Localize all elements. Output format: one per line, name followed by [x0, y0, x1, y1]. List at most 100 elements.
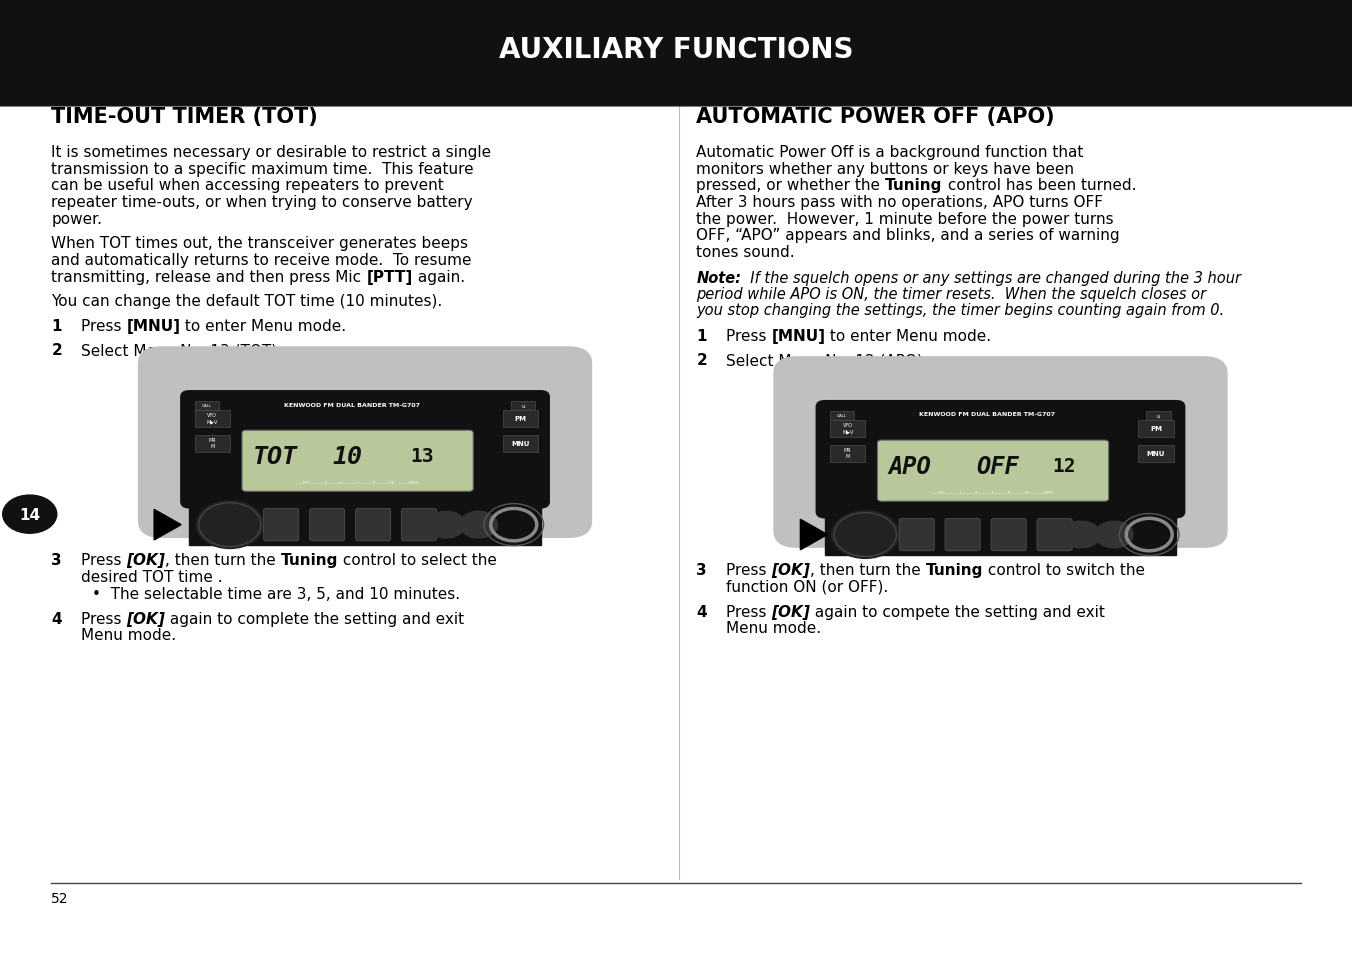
Text: You can change the default TOT time (10 minutes).: You can change the default TOT time (10 … — [51, 294, 442, 309]
Text: AUTOMATIC POWER OFF (APO): AUTOMATIC POWER OFF (APO) — [696, 107, 1055, 127]
Text: [MNU]: [MNU] — [127, 318, 181, 334]
FancyBboxPatch shape — [945, 518, 980, 551]
Text: , then turn the: , then turn the — [810, 562, 926, 578]
Text: 1: 1 — [51, 318, 62, 334]
Text: [OK]: [OK] — [772, 604, 810, 619]
Text: control to select the: control to select the — [338, 553, 498, 568]
Bar — [1138, 445, 1174, 462]
Text: Menu mode.: Menu mode. — [81, 627, 176, 642]
Text: 3: 3 — [51, 553, 62, 568]
Text: Automatic Power Off is a background function that: Automatic Power Off is a background func… — [696, 145, 1084, 160]
FancyBboxPatch shape — [991, 518, 1026, 551]
Text: , then turn the: , then turn the — [165, 553, 281, 568]
Text: 52: 52 — [51, 891, 69, 905]
Text: APO: APO — [888, 455, 932, 478]
FancyBboxPatch shape — [899, 518, 934, 551]
Text: repeater time-outs, or when trying to conserve battery: repeater time-outs, or when trying to co… — [51, 194, 473, 210]
Bar — [189, 505, 541, 545]
Text: transmitting, release and then press Mic: transmitting, release and then press Mic — [51, 269, 366, 284]
Text: MR
M: MR M — [844, 448, 852, 458]
Text: Press: Press — [81, 553, 127, 568]
Text: AUXILIARY FUNCTIONS: AUXILIARY FUNCTIONS — [499, 35, 853, 64]
FancyBboxPatch shape — [877, 440, 1109, 501]
Circle shape — [1063, 521, 1101, 548]
Bar — [503, 411, 538, 428]
Text: tones sound.: tones sound. — [696, 245, 795, 260]
Text: power.: power. — [51, 212, 103, 227]
Circle shape — [427, 512, 465, 538]
Text: 4: 4 — [51, 611, 62, 626]
FancyBboxPatch shape — [356, 509, 391, 541]
Text: If the squelch opens or any settings are changed during the 3 hour: If the squelch opens or any settings are… — [741, 271, 1241, 286]
Text: ∿Dual: ∿Dual — [1149, 412, 1169, 417]
FancyBboxPatch shape — [402, 509, 437, 541]
Text: Note:: Note: — [696, 271, 741, 286]
Text: MNU: MNU — [511, 440, 530, 446]
Text: period while APO is ON, the timer resets.  When the squelch closes or: period while APO is ON, the timer resets… — [696, 287, 1206, 302]
Bar — [830, 445, 865, 462]
Bar — [20, 92, 1332, 100]
Text: 3: 3 — [696, 562, 707, 578]
Text: Select Menu No. 13 (TOT).: Select Menu No. 13 (TOT). — [81, 343, 283, 358]
FancyBboxPatch shape — [773, 356, 1228, 548]
Text: [MNU]: [MNU] — [772, 328, 826, 343]
FancyBboxPatch shape — [264, 509, 299, 541]
Text: 2: 2 — [51, 343, 62, 358]
Text: [OK]: [OK] — [127, 553, 165, 568]
Text: ∿Dual: ∿Dual — [514, 402, 534, 407]
Text: again to complete the setting and exit: again to complete the setting and exit — [165, 611, 465, 626]
Text: ——ESC————1————5————7————8————OK————OVER: ——ESC————1————5————7————8————OK————OVER — [932, 490, 1055, 494]
Text: After 3 hours pass with no operations, APO turns OFF: After 3 hours pass with no operations, A… — [696, 194, 1103, 210]
Bar — [0, 0, 1352, 48]
Bar — [825, 515, 1176, 555]
Circle shape — [460, 512, 498, 538]
Text: transmission to a specific maximum time.  This feature: transmission to a specific maximum time.… — [51, 162, 475, 176]
FancyBboxPatch shape — [242, 431, 473, 492]
Text: pressed, or whether the: pressed, or whether the — [696, 178, 886, 193]
Text: OFF, “APO” appears and blinks, and a series of warning: OFF, “APO” appears and blinks, and a ser… — [696, 228, 1119, 243]
Text: Select Menu No. 12 (APO).: Select Menu No. 12 (APO). — [726, 353, 927, 368]
Circle shape — [3, 496, 57, 534]
Text: the power.  However, 1 minute before the power turns: the power. However, 1 minute before the … — [696, 212, 1114, 227]
Text: When TOT times out, the transceiver generates beeps: When TOT times out, the transceiver gene… — [51, 235, 468, 251]
Text: 12: 12 — [1052, 456, 1076, 476]
Text: Press: Press — [726, 604, 772, 619]
Text: 13: 13 — [410, 447, 434, 466]
Bar — [503, 436, 538, 453]
Text: 10: 10 — [333, 444, 362, 469]
Bar — [195, 411, 230, 428]
FancyBboxPatch shape — [310, 509, 345, 541]
Text: can be useful when accessing repeaters to prevent: can be useful when accessing repeaters t… — [51, 178, 443, 193]
Text: Press: Press — [726, 328, 772, 343]
Circle shape — [831, 511, 899, 558]
Bar — [830, 411, 854, 420]
Text: Tuning: Tuning — [926, 562, 983, 578]
Text: Tuning: Tuning — [281, 553, 338, 568]
Text: 14: 14 — [19, 507, 41, 522]
Text: TOT: TOT — [253, 444, 297, 469]
Text: u: u — [1157, 414, 1160, 418]
FancyBboxPatch shape — [1037, 518, 1072, 551]
Polygon shape — [154, 510, 181, 540]
Bar — [1138, 420, 1174, 437]
Text: [OK]: [OK] — [772, 562, 810, 578]
Text: Press: Press — [81, 318, 127, 334]
Bar — [195, 401, 219, 411]
Text: It is sometimes necessary or desirable to restrict a single: It is sometimes necessary or desirable t… — [51, 145, 492, 160]
Text: monitors whether any buttons or keys have been: monitors whether any buttons or keys hav… — [696, 162, 1075, 176]
Text: [OK]: [OK] — [127, 611, 165, 626]
Text: 1: 1 — [696, 328, 707, 343]
Text: control has been turned.: control has been turned. — [942, 178, 1136, 193]
Text: VFO
M▶V: VFO M▶V — [842, 423, 853, 434]
Text: MNU: MNU — [1146, 450, 1165, 456]
Text: ——ESC————1————5————7————8————OK————OVER: ——ESC————1————5————7————8————OK————OVER — [296, 480, 419, 484]
Text: CALL: CALL — [201, 404, 212, 408]
FancyBboxPatch shape — [181, 392, 549, 508]
Text: VFO
M▶V: VFO M▶V — [207, 413, 218, 424]
Text: desired TOT time .: desired TOT time . — [81, 569, 223, 584]
Text: again to compete the setting and exit: again to compete the setting and exit — [810, 604, 1105, 619]
Bar — [830, 420, 865, 437]
Text: Menu mode.: Menu mode. — [726, 620, 821, 636]
Bar — [511, 401, 535, 411]
FancyBboxPatch shape — [817, 401, 1184, 517]
